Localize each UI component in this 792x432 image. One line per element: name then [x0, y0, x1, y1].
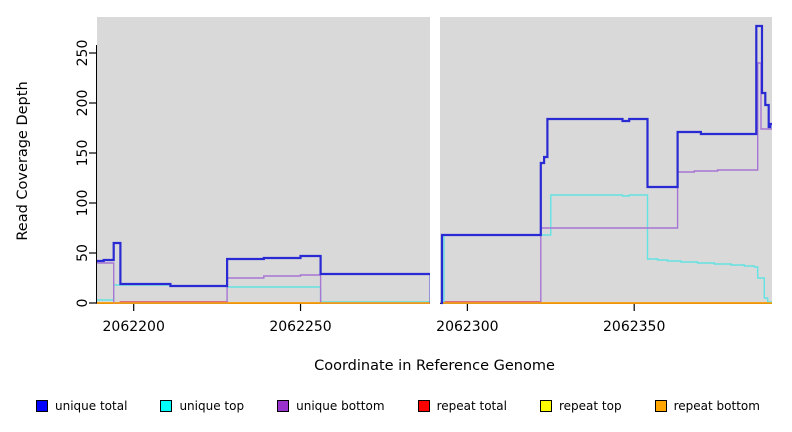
series-line-unique-total	[97, 241, 432, 303]
legend-swatch-repeat-total	[417, 400, 430, 412]
legend-item-repeat-top: repeat top	[539, 399, 622, 413]
legend-item-repeat-total: repeat total	[417, 399, 507, 413]
x-tick-label: 2062250	[269, 319, 331, 335]
series-line-unique-top	[440, 194, 772, 303]
x-tick-label: 2062200	[103, 319, 165, 335]
legend-swatch-unique-bottom	[277, 400, 290, 412]
y-tick-label: 200	[75, 90, 91, 117]
legend-label: unique total	[55, 399, 128, 413]
legend-swatch-unique-top	[160, 400, 173, 412]
series-line-unique-total	[440, 24, 772, 305]
y-tick-label: 150	[75, 140, 91, 167]
coverage-gap-mask	[429, 17, 441, 305]
legend-label: unique bottom	[296, 399, 385, 413]
legend-item-unique-total: unique total	[36, 399, 127, 413]
legend-item-repeat-bottom: repeat bottom	[654, 399, 760, 413]
x-axis-label: Coordinate in Reference Genome	[314, 358, 555, 374]
y-tick-label: 50	[75, 244, 91, 262]
legend-item-unique-bottom: unique bottom	[277, 399, 385, 413]
legend-swatch-repeat-bottom	[654, 400, 667, 412]
y-tick-label: 100	[75, 190, 91, 217]
legend-swatch-repeat-top	[539, 400, 552, 412]
y-tick-label: 250	[75, 40, 91, 67]
legend-item-unique-top: unique top	[160, 399, 244, 413]
legend: unique total unique top unique bottom repea…	[36, 399, 760, 413]
legend-label: repeat top	[558, 399, 622, 413]
series-line-unique-bottom	[97, 262, 431, 304]
x-tick-label: 2062300	[436, 319, 498, 335]
x-tick-label: 2062350	[603, 319, 665, 335]
y-axis-label: Read Coverage Depth	[15, 81, 31, 241]
legend-swatch-unique-total	[36, 400, 48, 412]
legend-label: repeat bottom	[673, 399, 760, 413]
y-tick-label: 0	[75, 299, 91, 308]
legend-label: unique top	[179, 399, 245, 413]
series-line-unique-bottom	[440, 62, 772, 304]
legend-label: repeat total	[436, 399, 507, 413]
